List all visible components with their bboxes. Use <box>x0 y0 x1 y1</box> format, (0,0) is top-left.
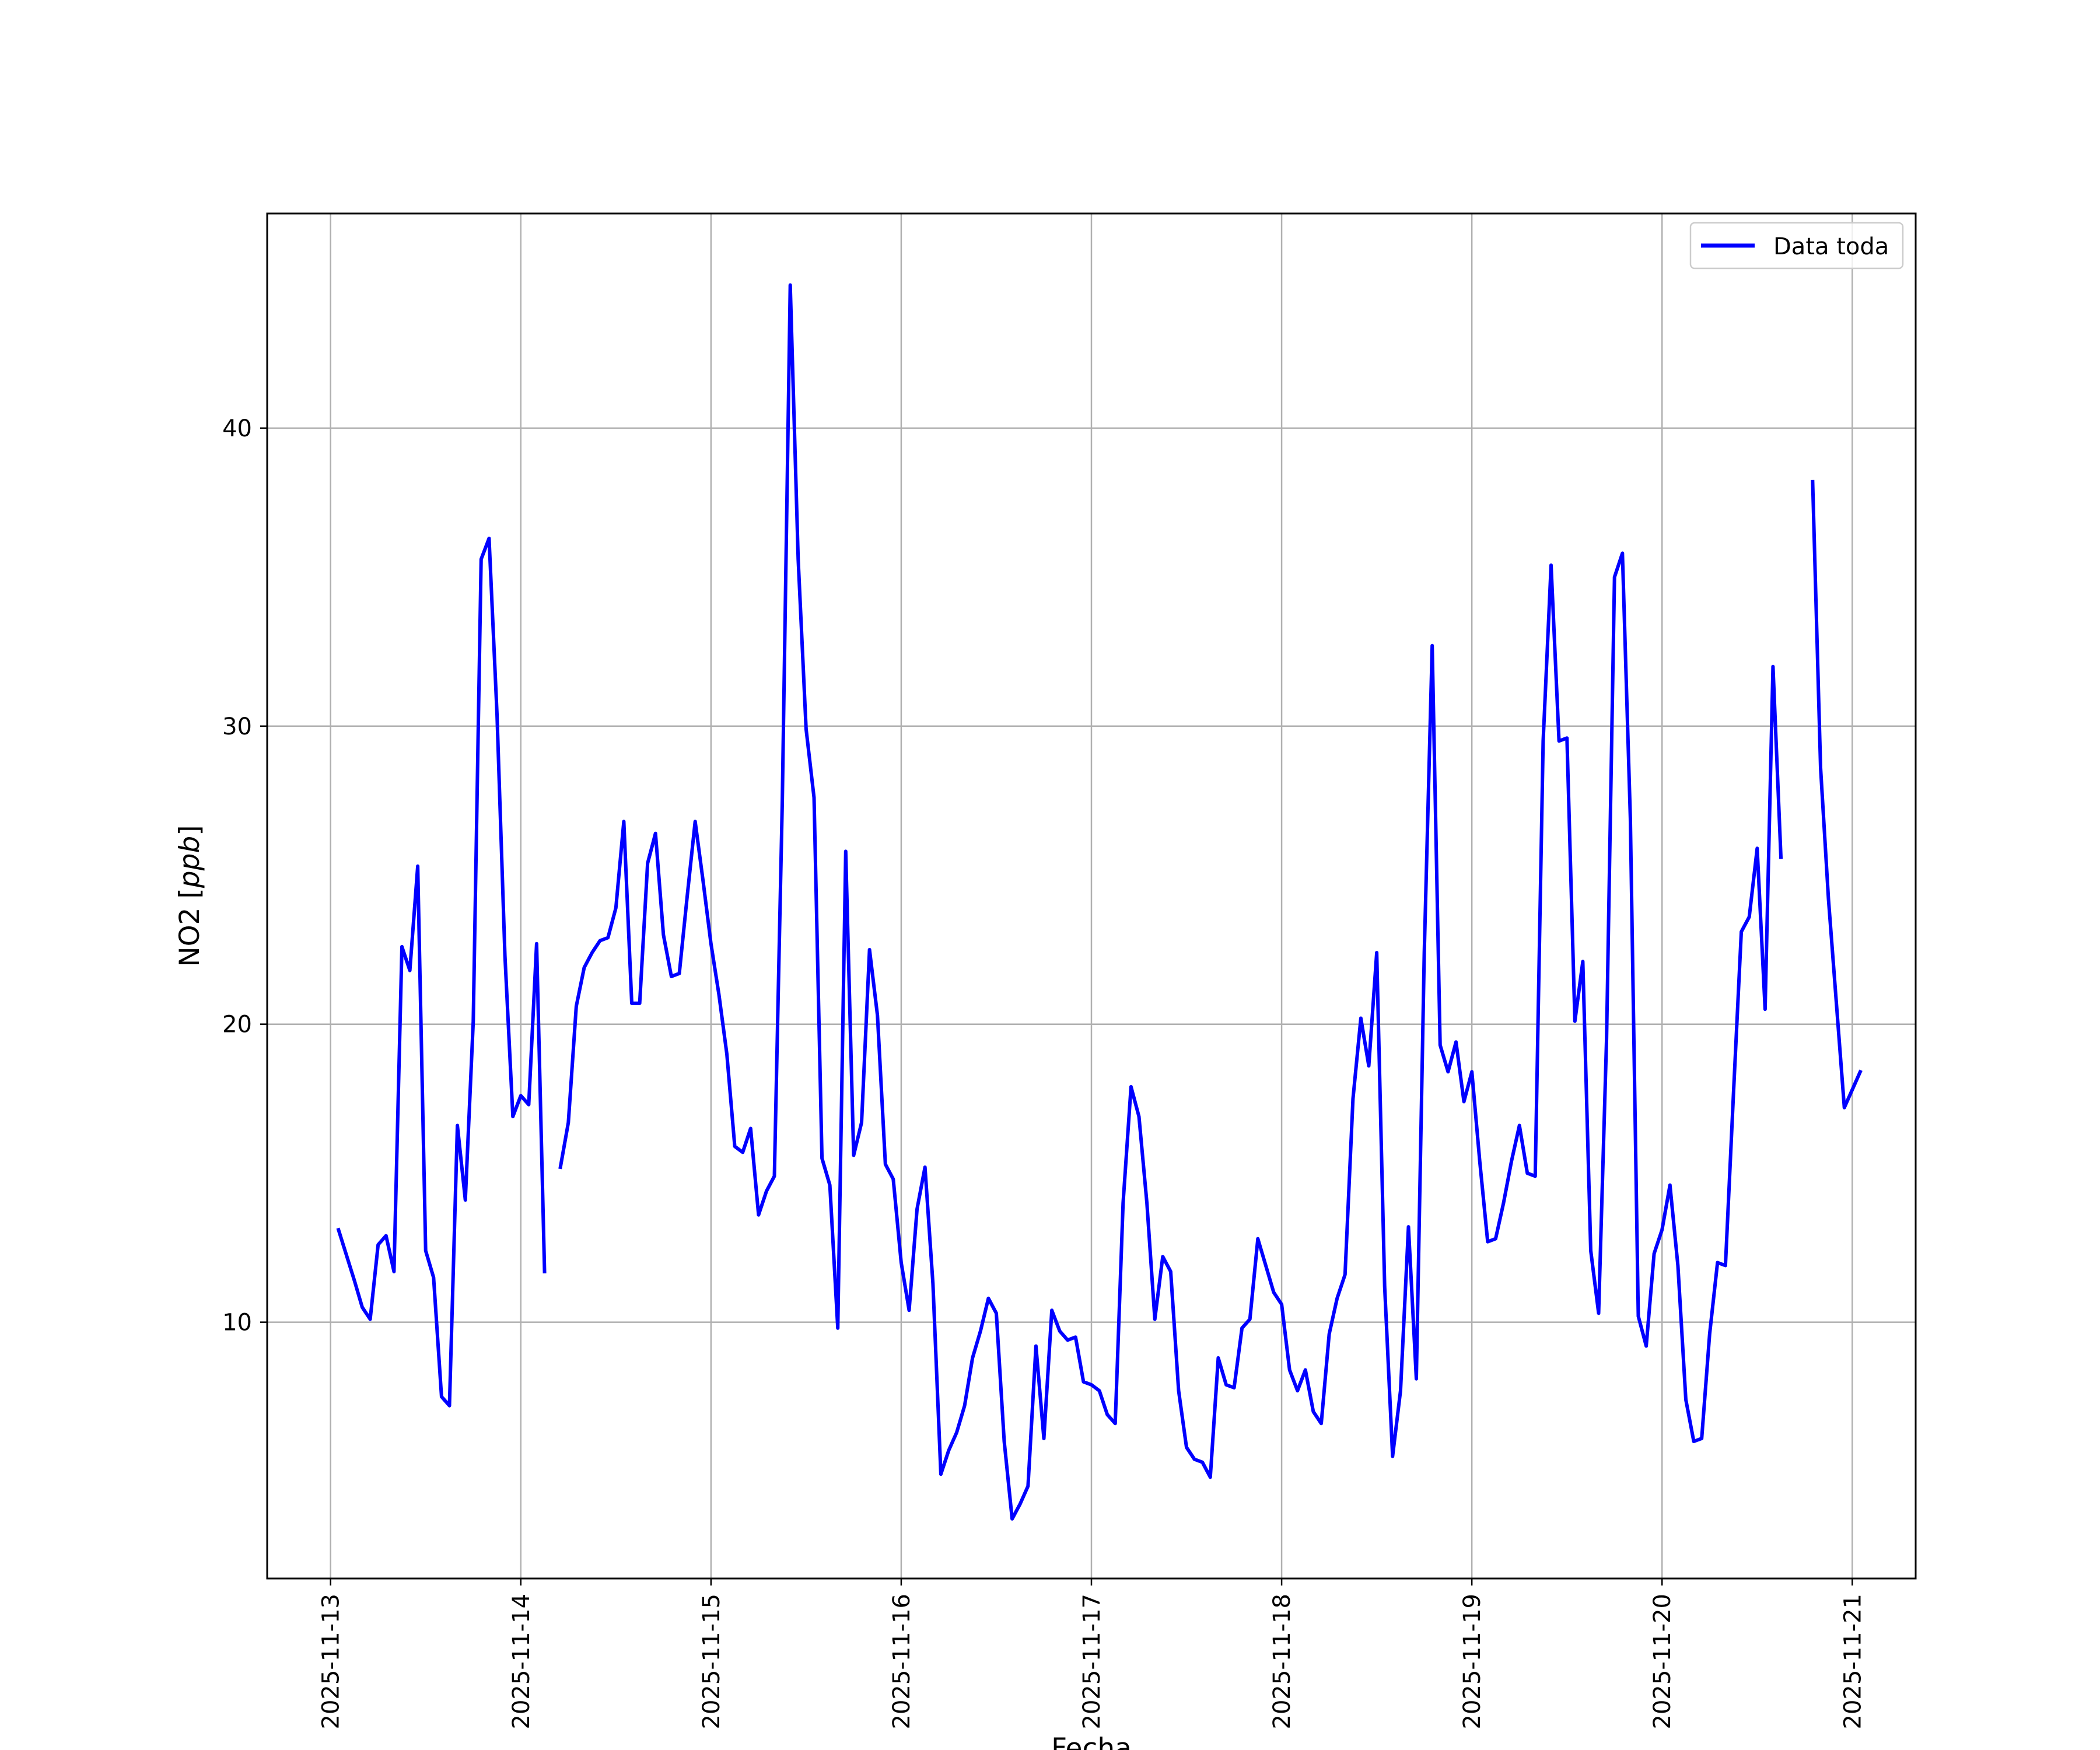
y-tick-label: 30 <box>222 713 252 740</box>
x-tick-label: 2025-11-19 <box>1459 1594 1486 1729</box>
y-tick-label: 10 <box>222 1310 252 1336</box>
y-tick-label: 20 <box>222 1012 252 1038</box>
series-line-data-toda <box>558 283 1783 1521</box>
legend-box <box>1689 222 1904 270</box>
x-axis-label: Fecha <box>1051 1732 1132 1750</box>
y-tick-label: 40 <box>222 415 252 442</box>
x-tick-label: 2025-11-18 <box>1269 1594 1296 1729</box>
legend-label-data-toda: Data toda <box>1773 233 1889 260</box>
series-line-data-toda <box>1811 480 1863 1110</box>
ticks: 2025-11-13 2025-11-14 2025-11-15 2025-11-16… <box>222 415 1866 1730</box>
y-axis-label-close: ] <box>174 825 206 835</box>
x-tick-label: 2025-11-13 <box>318 1594 345 1729</box>
x-tick-label: 2025-11-16 <box>888 1594 915 1729</box>
x-tick-label: 2025-11-17 <box>1079 1594 1105 1729</box>
y-axis-label-main: NO2 [ <box>174 888 206 967</box>
x-tick-label: 2025-11-15 <box>698 1594 725 1729</box>
plot-lines <box>336 283 1863 1521</box>
legend: Data toda <box>1689 222 1904 270</box>
x-tick-label: 2025-11-14 <box>508 1594 535 1729</box>
x-tick-label: 2025-11-21 <box>1839 1594 1866 1729</box>
y-axis-label: NO2 [ppb] <box>174 825 206 967</box>
series-line-data-toda <box>336 536 547 1408</box>
x-tick-label: 2025-11-20 <box>1649 1594 1676 1729</box>
y-axis-label-unit: ppb <box>174 836 206 889</box>
